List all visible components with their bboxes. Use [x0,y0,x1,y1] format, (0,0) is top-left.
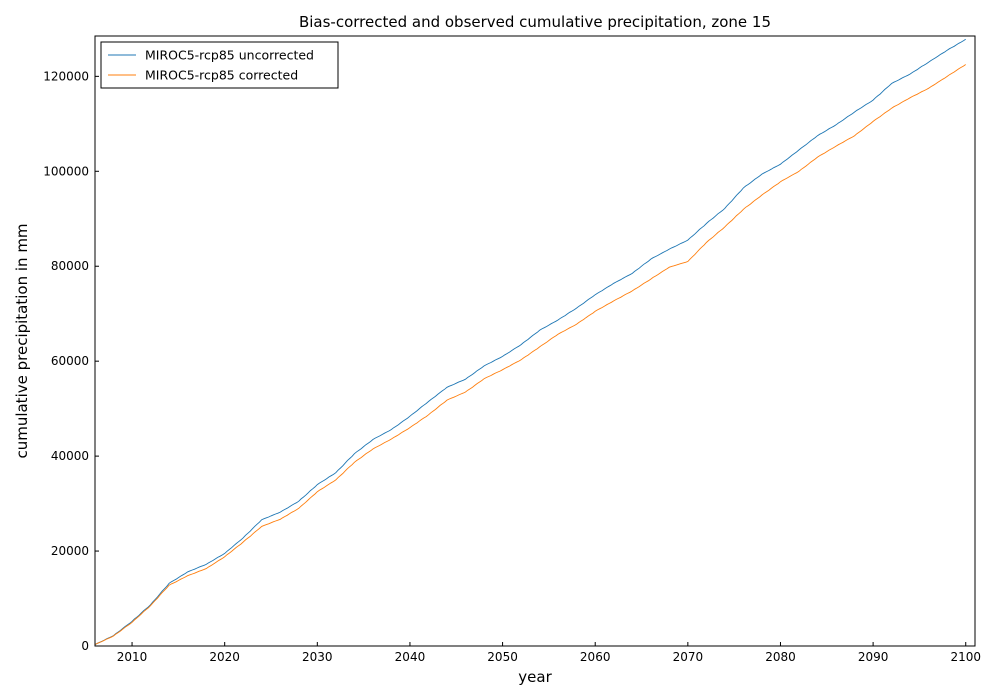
x-tick-label: 2090 [858,650,889,664]
x-tick-label: 2020 [209,650,240,664]
y-axis: 0 20000 40000 60000 80000 100000 120000 [43,69,99,653]
series-line-0 [94,38,966,645]
y-tick-label: 40000 [51,449,89,463]
y-tick-label: 80000 [51,259,89,273]
legend-label-0: MIROC5-rcp85 uncorrected [145,48,314,63]
x-tick-label: 2010 [117,650,148,664]
y-tick-label: 100000 [43,164,89,178]
legend-box [100,41,339,89]
x-axis-title: year [518,668,552,686]
x-tick-label: 2060 [580,650,611,664]
series-layer [94,38,966,645]
chart-title: Bias-corrected and observed cumulative p… [299,13,771,31]
x-tick-label: 2080 [765,650,796,664]
x-tick-label: 2070 [673,650,704,664]
legend-label-1: MIROC5-rcp85 corrected [145,68,298,83]
x-tick-label: 2100 [950,650,981,664]
y-axis-title: cumulative precipitation in mm [13,223,31,458]
x-tick-label: 2050 [487,650,518,664]
x-tick-label: 2040 [395,650,426,664]
x-tick-label: 2030 [302,650,333,664]
y-tick-label: 120000 [43,69,89,83]
legend: MIROC5-rcp85 uncorrected MIROC5-rcp85 cor… [100,41,339,89]
series-line-1 [94,64,966,645]
y-tick-label: 0 [81,639,89,653]
plot-frame [94,35,976,647]
x-axis: 2010 2020 2030 2040 2050 2060 2070 2080 2090 2100 [117,642,981,664]
y-tick-label: 20000 [51,544,89,558]
y-tick-label: 60000 [51,354,89,368]
